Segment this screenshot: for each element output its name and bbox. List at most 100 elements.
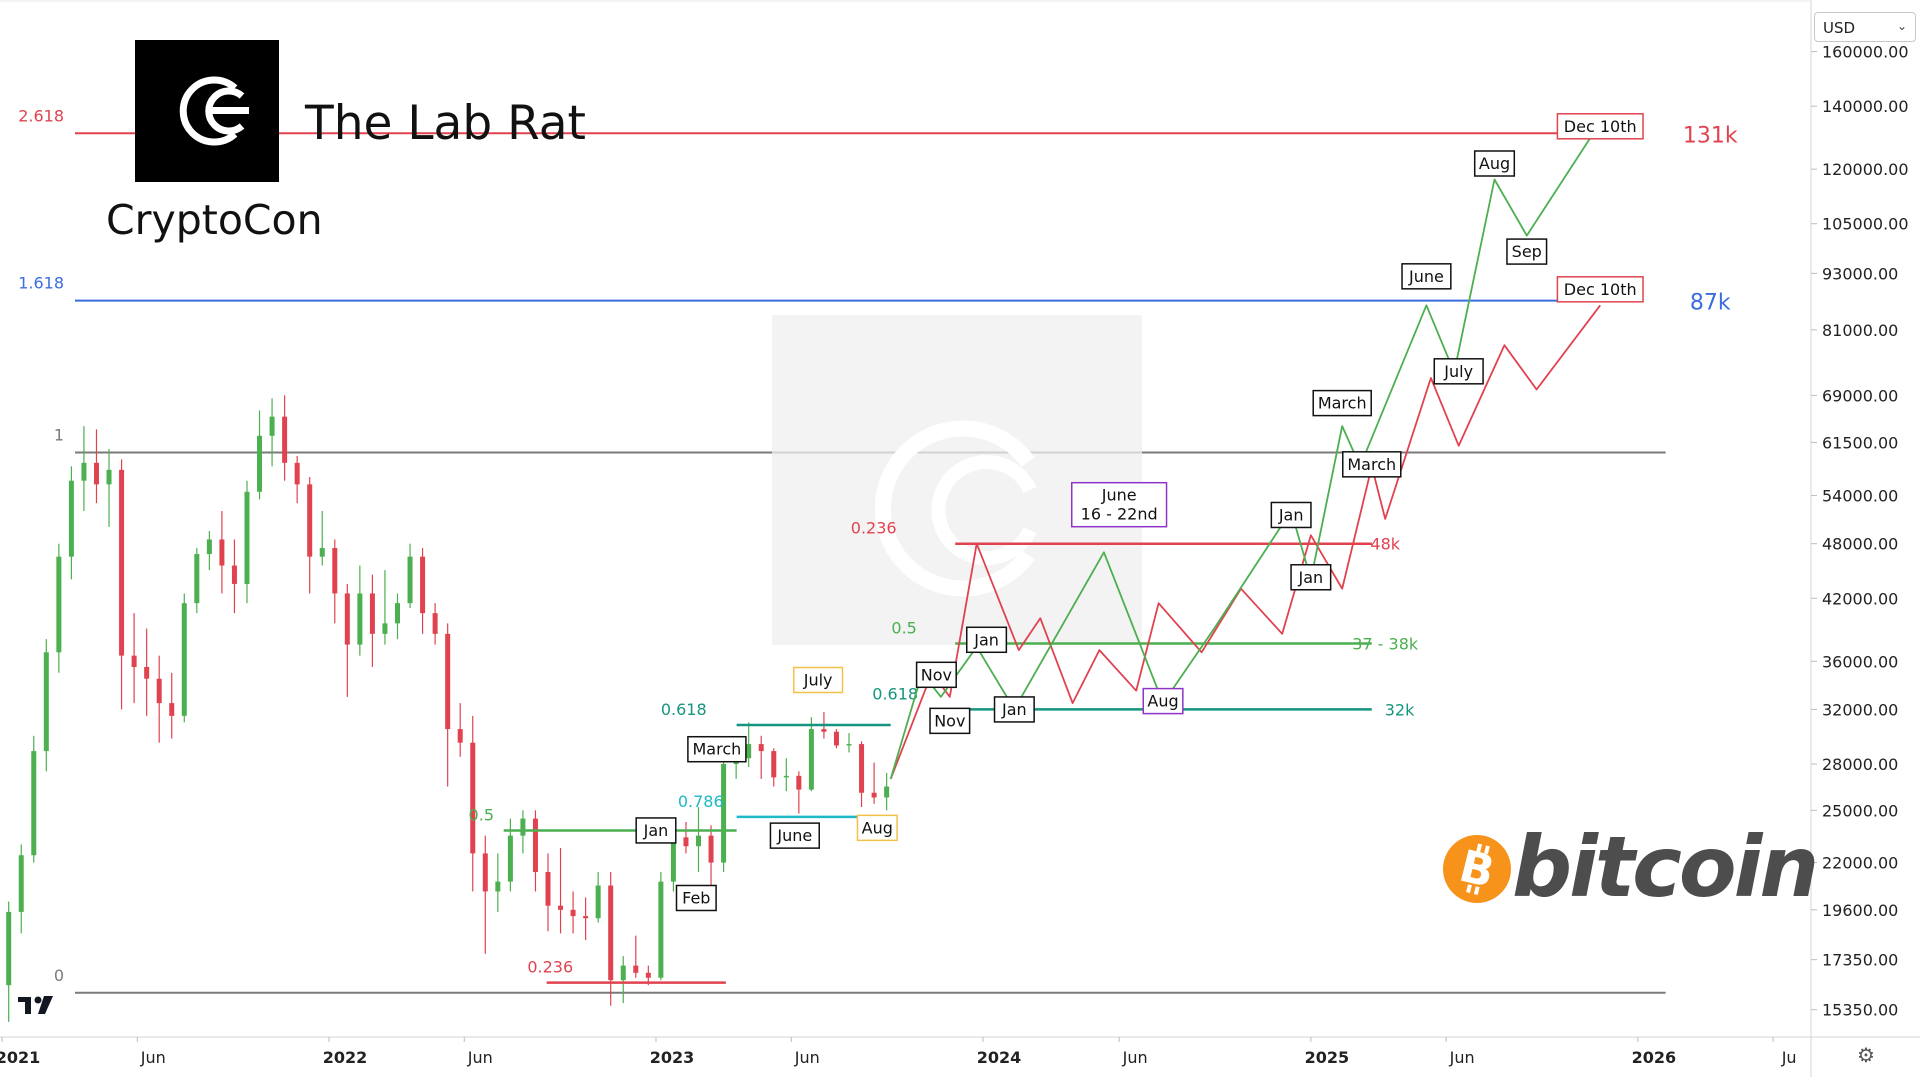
fib-target-131k: 131k xyxy=(1683,123,1738,148)
x-tick-label: 2023 xyxy=(650,1048,695,1067)
candle-body xyxy=(219,539,225,566)
candle-body xyxy=(696,835,702,847)
fib-label-2.618: 2.618 xyxy=(18,106,64,125)
currency-select[interactable]: USD ⌄ xyxy=(1814,12,1916,42)
candle-body xyxy=(532,818,538,872)
candle-body xyxy=(369,593,375,634)
segment-label-0.786: 0.786 xyxy=(678,792,724,811)
y-tick-label: 69000.00 xyxy=(1822,386,1898,405)
annotation-text: June xyxy=(776,826,812,845)
x-tick-label: 2021 xyxy=(0,1048,40,1067)
candle-body xyxy=(420,556,426,614)
y-tick-label: 105000.00 xyxy=(1822,215,1909,234)
annotation-text: Sep xyxy=(1512,242,1542,261)
annotation-text: Dec 10th xyxy=(1564,280,1637,299)
candle-body xyxy=(808,729,814,790)
candle-body xyxy=(282,416,288,463)
annotation-text: Dec 10th xyxy=(1564,117,1637,136)
annotation-box: July xyxy=(792,666,844,694)
fib-label-1: 1 xyxy=(54,425,64,444)
candle-body xyxy=(683,837,689,847)
candle-body xyxy=(558,905,564,910)
annotation-frame xyxy=(856,814,898,842)
candle-body xyxy=(106,469,112,485)
y-tick-label: 22000.00 xyxy=(1822,854,1898,873)
y-tick-label: 17350.00 xyxy=(1822,951,1898,970)
x-tick-label: Jun xyxy=(794,1048,820,1067)
x-tick-label: Jun xyxy=(1449,1048,1475,1067)
candle-body xyxy=(721,764,727,863)
annotations: Dec 10th Aug Sep June Dec 10th July March March… xyxy=(635,113,1644,912)
annotation-text: June xyxy=(1101,486,1137,505)
annotation-box: Feb xyxy=(675,884,717,912)
candle-body xyxy=(884,786,890,798)
annotation-text: Jan xyxy=(973,630,999,649)
x-tick-label: Ju xyxy=(1781,1048,1797,1067)
watermark-c-inner xyxy=(931,455,1037,565)
annotation-box: March xyxy=(1342,451,1402,478)
annotation-box: Dec 10th xyxy=(1556,113,1644,140)
candle-body xyxy=(432,613,438,634)
y-tick-label: 42000.00 xyxy=(1822,589,1898,608)
candle-body xyxy=(231,565,237,584)
annotation-text: June xyxy=(1408,267,1444,286)
annotation-frame xyxy=(915,661,957,689)
annotation-frame xyxy=(966,626,1008,654)
candle-body xyxy=(68,480,74,557)
candle-body xyxy=(119,469,125,656)
annotation-box: Aug xyxy=(1142,687,1184,715)
annotation-box: Jan xyxy=(993,696,1035,723)
annotation-frame xyxy=(993,696,1035,723)
annotation-frame xyxy=(769,822,820,849)
candle-body xyxy=(821,729,827,732)
segment-target-48k: 48k xyxy=(1370,535,1400,554)
candle-body xyxy=(796,775,802,790)
annotation-frame xyxy=(1401,263,1452,290)
annotation-frame xyxy=(1473,150,1516,177)
tradingview-logo-icon[interactable] xyxy=(18,996,53,1014)
segment-label-0.236: 0.236 xyxy=(851,519,897,538)
currency-value: USD xyxy=(1823,19,1856,37)
candle-body xyxy=(620,965,626,981)
annotation-box: July xyxy=(1433,358,1484,385)
y-tick-label: 19600.00 xyxy=(1822,901,1898,920)
candle-body xyxy=(482,853,488,892)
y-tick-label: 48000.00 xyxy=(1822,535,1898,554)
candle-body xyxy=(783,775,789,778)
annotation-text: July xyxy=(1443,362,1473,381)
candle-body xyxy=(394,603,400,624)
bitcoin-wordmark: bitcoin xyxy=(1512,818,1819,916)
candle-body xyxy=(457,729,463,743)
candle-body xyxy=(194,554,200,604)
y-tick-label: 15350.00 xyxy=(1822,1001,1898,1020)
gear-icon[interactable]: ⚙ xyxy=(1857,1045,1875,1067)
x-tick-label: 2024 xyxy=(977,1048,1022,1067)
candle-body xyxy=(156,678,162,704)
candle-body xyxy=(608,885,614,981)
chart-title: The Lab Rat xyxy=(305,96,586,151)
path-red xyxy=(889,304,1601,780)
annotation-frame xyxy=(1312,389,1372,417)
candle-body xyxy=(344,593,350,645)
segment-label-0.236: 0.236 xyxy=(527,958,573,977)
y-tick-label: 32000.00 xyxy=(1822,700,1898,719)
segment-label-0.5: 0.5 xyxy=(469,805,494,824)
annotation-frame xyxy=(792,666,844,694)
candle-body xyxy=(445,633,451,730)
segment-target-32k: 32k xyxy=(1385,700,1415,719)
candle-body xyxy=(319,547,325,557)
candle-body xyxy=(257,435,263,492)
fib-label-0: 0 xyxy=(54,966,64,985)
candle-body xyxy=(131,655,137,668)
annotation-frame xyxy=(1556,113,1644,140)
x-tick-label: 2025 xyxy=(1305,1048,1350,1067)
y-tick-label: 93000.00 xyxy=(1822,264,1898,283)
annotation-frame xyxy=(1270,501,1312,529)
candle-body xyxy=(758,744,764,752)
y-tick-label: 54000.00 xyxy=(1822,487,1898,506)
candle-body xyxy=(81,462,87,481)
x-tick-label: 2022 xyxy=(323,1048,368,1067)
annotation-text: Nov xyxy=(921,665,952,684)
candle-body xyxy=(307,484,313,557)
